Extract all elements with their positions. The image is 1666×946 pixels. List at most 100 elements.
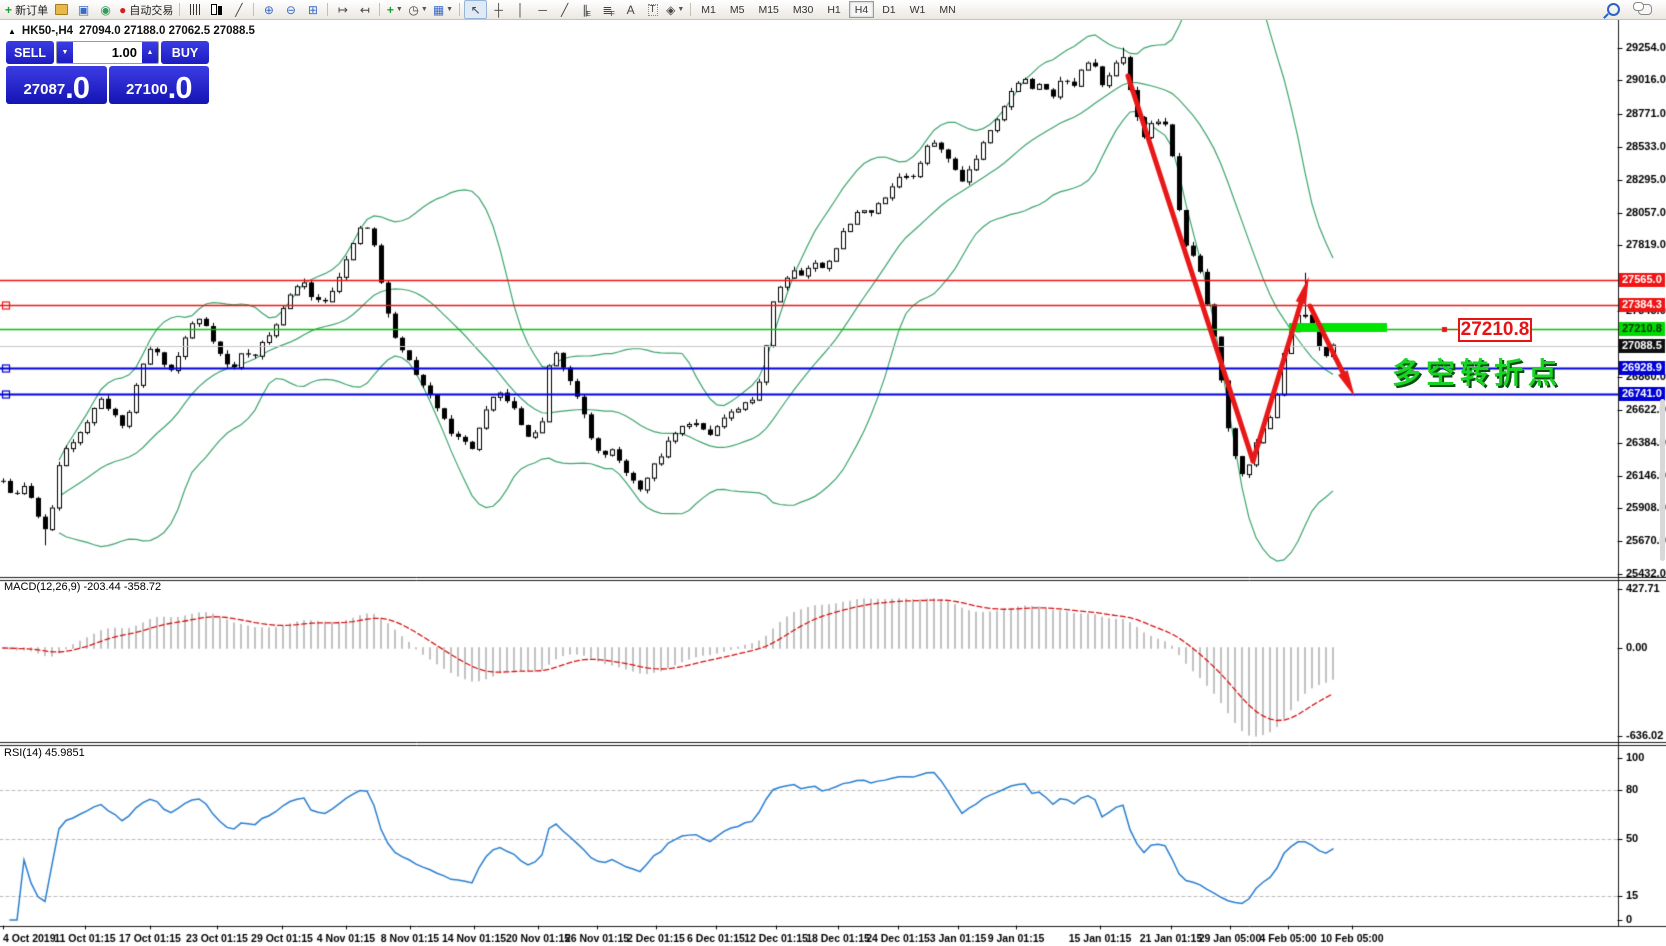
price-callout-box[interactable]: 27210.8 [1458,318,1532,342]
fibo-sub-label: F [610,11,615,18]
volume-decrease-button[interactable]: ▼ [57,42,73,63]
timeframe-m15[interactable]: M15 [758,3,779,16]
chart-title: ▲ HK50-,H4 27094.0 27188.0 27062.5 27088… [8,25,255,37]
timeframe-d1[interactable]: D1 [882,3,896,16]
arrows-tool-icon: ◈ [666,2,676,17]
periods-button[interactable]: ◷ ▼ [406,1,429,18]
one-click-trading-panel: SELL ▼ ▲ BUY 27087.0 27100.0 [6,41,209,104]
autotrading-button[interactable]: ● 自动交易 [117,1,175,18]
volume-increase-button[interactable]: ▲ [142,42,158,63]
ohlc-values-label: 27094.0 27188.0 27062.5 27088.5 [79,25,255,37]
chat-icon [1632,2,1652,15]
timeframe-h4[interactable]: H4 [848,1,875,18]
arrows-tool-button[interactable]: ◈ ▼ [664,1,686,18]
channel-icon: ∥ [582,2,589,17]
channel-sub-label: E [586,11,591,18]
tile-windows-button[interactable]: ⊞ [302,1,323,18]
label-tool-button[interactable]: T [642,1,663,18]
cursor-icon: ↖ [470,2,481,17]
toolbar-separator [327,3,329,16]
timeframe-toolbar: M1 M5 M15 M30 H1 H4 D1 W1 MN [695,1,961,18]
candle-chart-button[interactable] [206,1,227,18]
dropdown-arrow-icon: ▼ [395,6,403,13]
sell-price-pips: .0 [65,70,90,105]
zoom-in-icon: ⊕ [263,2,274,17]
search-icon [1607,3,1620,16]
candle-chart-icon [211,4,218,15]
top-toolbar: + 新订单 ▣ ◉ ● 自动交易 ╱ ⊕ ⊖ ⊞ ↦ ↤ + ▼ ◷ ▼ ▦ ▼ ↖ … [0,0,1666,20]
hline-tool-button[interactable]: ─ [532,1,553,18]
sell-price-main: 27087 [23,81,66,98]
auto-scroll-icon: ↦ [337,2,348,17]
toolbar-separator [379,3,381,16]
search-button[interactable] [1603,1,1624,18]
templates-button[interactable]: ▦ ▼ [431,1,455,18]
zoom-out-icon: ⊖ [285,2,296,17]
zoom-out-button[interactable]: ⊖ [280,1,301,18]
macd-indicator-label: MACD(12,26,9) -203.44 -358.72 [4,581,162,593]
autotrading-icon: ● [119,2,127,17]
symbol-period-label: HK50-,H4 [21,25,74,37]
signals-button[interactable]: ◉ [95,1,116,18]
text-tool-button[interactable]: A [620,1,641,18]
bar-chart-button[interactable] [184,1,205,18]
tile-windows-icon: ⊞ [307,2,318,17]
dropdown-arrow-icon: ▼ [420,6,428,13]
toolbar-separator [179,3,181,16]
timeframe-mn[interactable]: MN [939,3,956,16]
templates-icon: ▦ [432,2,445,17]
clock-icon: ◷ [408,2,419,17]
sell-button[interactable]: SELL [6,41,54,64]
toolbar-separator [690,3,692,16]
buy-price-display[interactable]: 27100.0 [108,66,209,104]
chart-window: ▲ HK50-,H4 27094.0 27188.0 27062.5 27088… [0,20,1666,946]
fibonacci-tool-button[interactable]: ≣ F [598,1,619,19]
autotrading-label: 自动交易 [129,4,174,17]
price-chart-canvas[interactable] [0,20,1666,946]
new-order-button[interactable]: + 新订单 [3,1,50,18]
crosshair-tool-button[interactable]: ┼ [488,1,509,18]
toolbar-separator [459,3,461,16]
profiles-button[interactable]: ▣ [73,1,94,18]
cursor-tool-button[interactable]: ↖ [464,0,488,19]
timeframe-m1[interactable]: M1 [701,3,716,16]
line-chart-icon: ╱ [235,2,243,17]
bar-chart-icon [189,4,200,15]
text-tool-icon: A [626,2,635,17]
market-watch-icon [55,4,69,15]
dropdown-arrow-icon: ▼ [446,6,454,13]
channel-tool-button[interactable]: ∥ E [576,1,597,19]
vertical-line-icon: │ [516,2,525,17]
fibonacci-icon: ≣ [602,2,613,17]
market-watch-button[interactable] [51,1,72,18]
crosshair-icon: ┼ [494,2,503,17]
auto-scroll-button[interactable]: ↦ [332,1,353,18]
turning-point-note: 多空转折点 [1392,358,1563,390]
new-order-label: 新订单 [15,4,49,17]
line-chart-button[interactable]: ╱ [228,1,249,18]
timeframe-m5[interactable]: M5 [729,3,745,16]
timeframe-h1[interactable]: H1 [827,3,841,16]
indicators-button[interactable]: + ▼ [384,1,405,18]
timeframe-w1[interactable]: W1 [909,3,926,16]
volume-spinner: ▼ ▲ [56,41,159,64]
window-scrollbar[interactable] [1660,399,1665,561]
buy-button[interactable]: BUY [161,41,209,64]
rsi-indicator-label: RSI(14) 45.9851 [4,747,85,759]
chart-shift-button[interactable]: ↤ [354,1,375,18]
signals-icon: ◉ [100,2,111,17]
vline-tool-button[interactable]: │ [510,1,531,18]
profiles-icon: ▣ [77,2,90,17]
volume-input[interactable] [73,42,142,63]
dropdown-arrow-icon: ▼ [677,6,685,13]
horizontal-line-icon: ─ [538,2,547,17]
trendline-icon: ╱ [560,2,569,17]
buy-price-main: 27100 [125,81,168,98]
zoom-in-button[interactable]: ⊕ [258,1,279,18]
label-tool-icon: T [647,3,658,16]
timeframe-m30[interactable]: M30 [792,3,814,16]
chat-button[interactable] [1632,1,1655,18]
one-click-collapse-icon[interactable]: ▲ [8,26,16,36]
sell-price-display[interactable]: 27087.0 [6,66,107,104]
trendline-tool-button[interactable]: ╱ [554,1,575,18]
